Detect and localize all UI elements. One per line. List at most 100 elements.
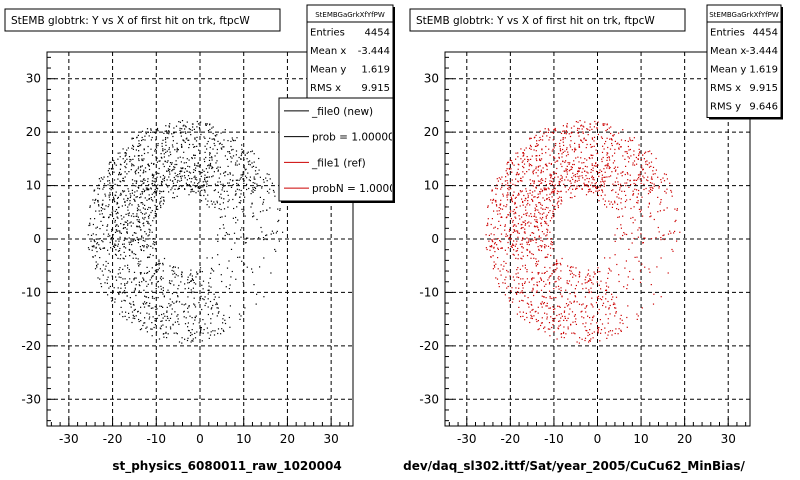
data-point: [557, 277, 559, 279]
data-point: [614, 200, 616, 202]
data-point: [580, 311, 582, 313]
data-point: [236, 182, 238, 185]
data-point: [172, 182, 175, 184]
data-point: [552, 248, 554, 250]
data-point: [523, 153, 525, 155]
data-point: [574, 142, 576, 144]
data-point: [606, 152, 608, 154]
data-point: [219, 196, 221, 198]
data-point: [545, 165, 547, 167]
data-point: [153, 180, 155, 182]
stats-label: Mean y: [710, 65, 746, 76]
data-point: [114, 219, 116, 222]
data-point: [211, 159, 213, 161]
data-point: [139, 221, 141, 223]
data-point: [167, 168, 169, 170]
data-point: [151, 136, 153, 139]
data-point: [536, 320, 538, 323]
data-point: [527, 158, 529, 161]
data-point: [154, 189, 156, 191]
scatter-points: [87, 120, 284, 344]
data-point: [526, 255, 529, 257]
data-point: [179, 121, 181, 123]
data-point: [543, 280, 545, 283]
data-point: [125, 247, 127, 249]
data-point: [548, 188, 550, 190]
data-point: [130, 240, 132, 242]
data-point: [97, 187, 99, 189]
data-point: [581, 162, 583, 164]
data-point: [611, 155, 614, 157]
data-point: [131, 163, 133, 165]
data-point: [100, 207, 102, 209]
data-point: [167, 160, 169, 162]
data-point: [536, 197, 538, 199]
data-point: [611, 142, 613, 145]
data-point: [150, 148, 152, 150]
data-point: [522, 238, 524, 240]
data-point: [588, 289, 590, 291]
data-point: [626, 233, 628, 236]
data-point: [193, 282, 195, 284]
data-point: [200, 194, 202, 197]
data-point: [158, 267, 160, 269]
data-point: [612, 203, 614, 205]
data-point: [147, 145, 149, 148]
data-point: [154, 178, 156, 180]
data-point: [168, 131, 170, 133]
data-point: [540, 250, 543, 252]
data-point: [573, 332, 575, 334]
data-point: [645, 187, 647, 190]
title-box: StEMB globtrk: Y vs X of first hit on tr…: [4, 8, 281, 32]
data-point: [531, 317, 533, 320]
data-point: [557, 206, 559, 209]
data-point: [563, 337, 565, 339]
data-point: [533, 284, 535, 286]
data-point: [532, 170, 534, 172]
data-point: [257, 173, 259, 175]
data-point: [620, 198, 622, 200]
data-point: [161, 142, 163, 145]
data-point: [518, 306, 520, 308]
data-point: [575, 176, 577, 178]
data-point: [570, 127, 573, 129]
data-point: [617, 208, 620, 211]
data-point: [591, 157, 593, 159]
data-point: [585, 329, 587, 332]
data-point: [224, 129, 226, 131]
data-point: [228, 151, 230, 153]
data-point: [240, 176, 242, 179]
data-point: [522, 160, 524, 162]
data-point: [205, 181, 207, 183]
data-point: [190, 186, 192, 188]
data-point: [571, 166, 573, 169]
stats-value: 1.619: [749, 65, 778, 76]
data-point: [226, 267, 229, 269]
data-point: [161, 157, 163, 159]
data-point: [137, 145, 139, 147]
data-point: [222, 318, 224, 320]
data-point: [102, 224, 104, 226]
data-point: [261, 187, 263, 189]
data-point: [521, 239, 523, 241]
data-point: [529, 144, 532, 146]
data-point: [605, 293, 607, 295]
data-point: [504, 279, 506, 281]
data-point: [134, 287, 136, 289]
data-point: [148, 223, 150, 225]
data-point: [564, 170, 566, 172]
data-point: [591, 163, 593, 165]
data-point: [512, 231, 514, 233]
data-point: [273, 191, 275, 193]
data-point: [113, 199, 115, 201]
data-point: [120, 276, 122, 279]
data-point: [495, 193, 497, 195]
data-point: [595, 162, 597, 165]
data-point: [568, 133, 570, 135]
data-point: [112, 168, 114, 170]
data-point: [515, 217, 517, 219]
data-point: [558, 180, 560, 183]
data-point: [211, 127, 213, 129]
data-point: [639, 281, 642, 283]
data-point: [137, 242, 139, 244]
